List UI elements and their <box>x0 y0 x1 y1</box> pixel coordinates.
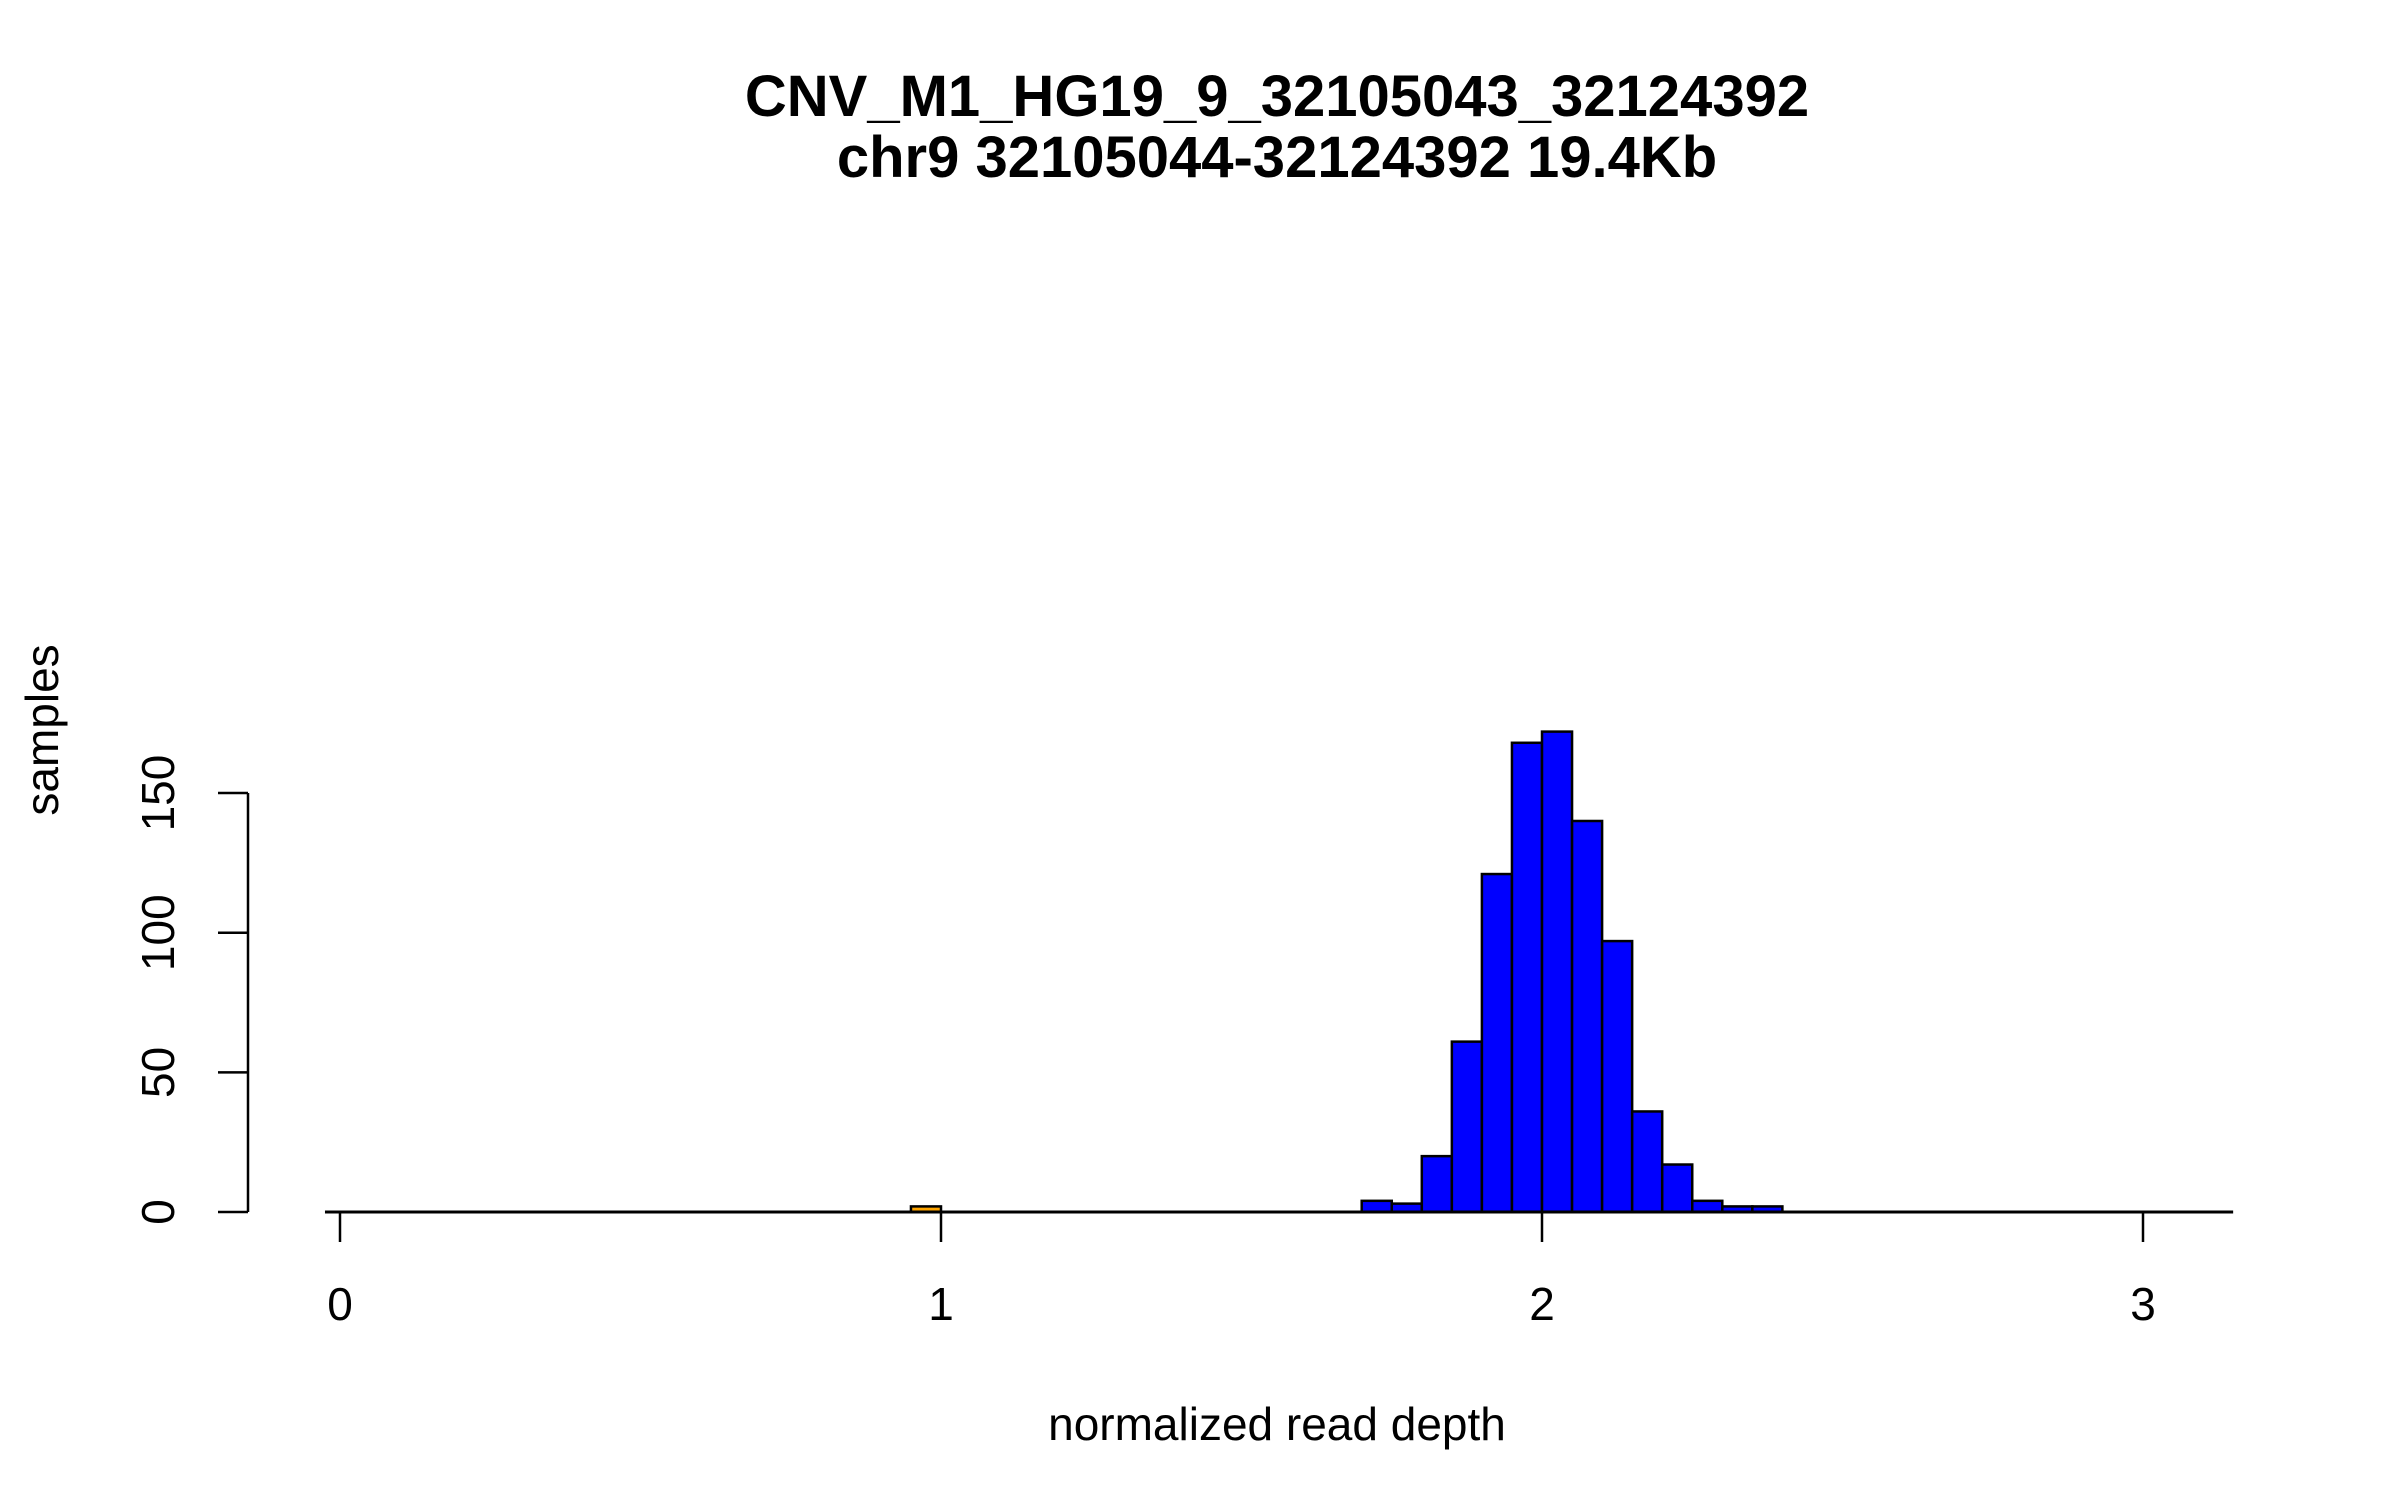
histogram-bar <box>1691 1199 1724 1214</box>
x-tick-label: 0 <box>327 1278 353 1330</box>
x-axis-label: normalized read depth <box>1048 1398 1506 1450</box>
bars-layer <box>909 730 1784 1214</box>
x-tick-label: 1 <box>928 1278 954 1330</box>
axes-layer <box>246 793 2234 1214</box>
histogram-bar <box>1540 730 1574 1214</box>
labels-layer: CNV_M1_HG19_9_32105043_32124392 chr9 321… <box>16 64 1809 1450</box>
y-tick-label: 0 <box>132 1199 184 1225</box>
chart-title: CNV_M1_HG19_9_32105043_32124392 <box>745 64 1809 129</box>
histogram-bar <box>1600 939 1634 1214</box>
ticks-layer: 0 50 100 150 0 1 2 3 <box>132 755 2156 1330</box>
y-axis-label: samples <box>16 644 68 815</box>
histogram-bar <box>1630 1110 1664 1214</box>
histogram-bar <box>1450 1040 1484 1214</box>
histogram-bar <box>1510 741 1544 1214</box>
histogram-bar <box>1360 1199 1393 1214</box>
chart-subtitle: chr9 32105044-32124392 19.4Kb <box>837 125 1717 190</box>
histogram-bar <box>1570 819 1604 1214</box>
x-tick-label: 3 <box>2130 1278 2156 1330</box>
histogram-bar <box>1480 872 1514 1214</box>
histogram-bar <box>1660 1163 1694 1214</box>
histogram-bar <box>1420 1154 1454 1214</box>
y-tick-label: 100 <box>132 894 184 971</box>
y-tick-label: 150 <box>132 755 184 832</box>
y-tick-label: 50 <box>132 1047 184 1098</box>
x-tick-label: 2 <box>1529 1278 1555 1330</box>
